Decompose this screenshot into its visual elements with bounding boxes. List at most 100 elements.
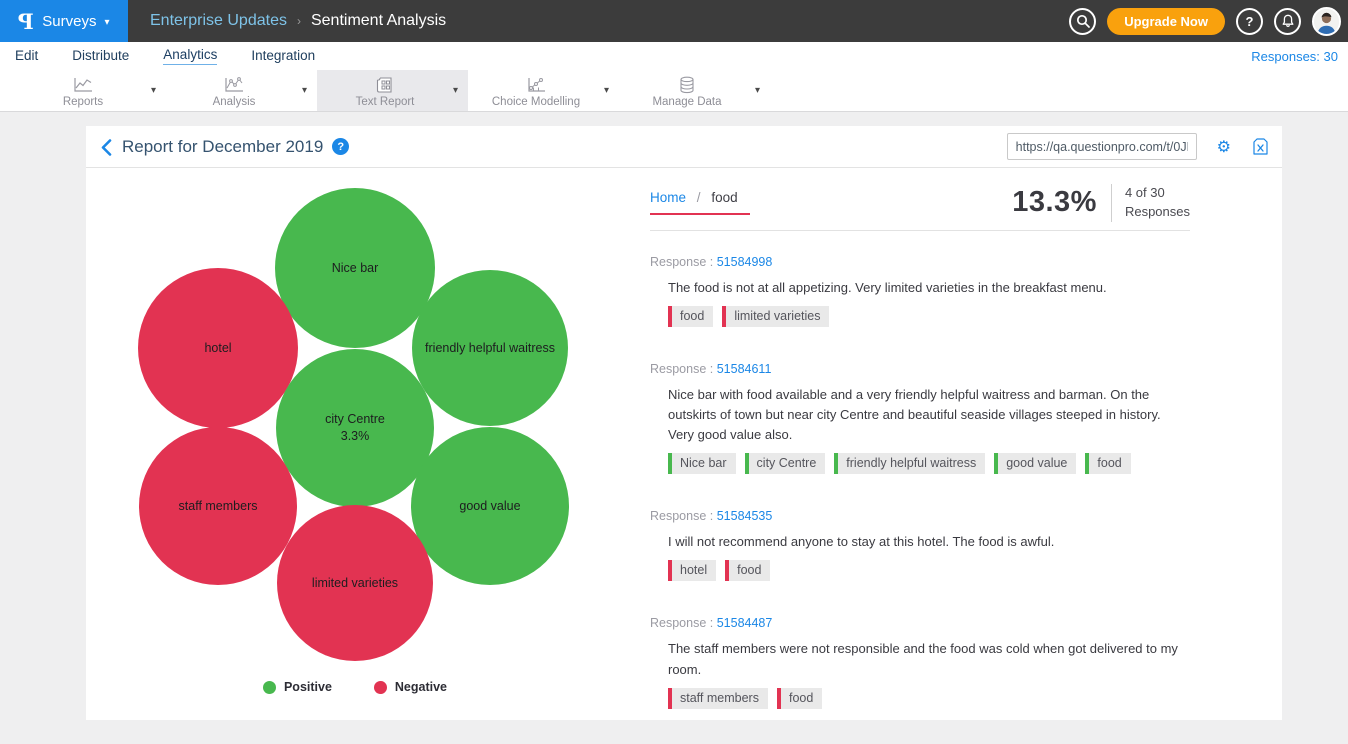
avatar-photo	[1314, 9, 1339, 34]
topic-breadcrumb: Home / food	[650, 190, 750, 215]
toolbar-item-manage-data[interactable]: Manage Data ▾	[619, 70, 770, 111]
legend-item-negative: Negative	[374, 680, 447, 694]
tag-chip-food[interactable]: food	[668, 306, 713, 327]
scatter-chart-icon	[223, 77, 245, 94]
response-item: Response : 51584998 The food is not at al…	[650, 255, 1190, 331]
response-label: Response :	[650, 509, 717, 523]
response-tags: Nice bar city Centre friendly helpful wait…	[668, 453, 1190, 478]
settings-gear-icon[interactable]: ⚙	[1217, 137, 1231, 157]
legend-dot-icon	[374, 681, 387, 694]
bubble-good-value[interactable]: good value	[411, 427, 569, 585]
toolbar-item-reports[interactable]: Reports ▾	[15, 70, 166, 111]
search-icon	[1076, 14, 1090, 28]
survey-nav: Edit Distribute Analytics Integration Re…	[0, 42, 1348, 70]
count-line2: Responses	[1125, 204, 1190, 219]
tag-chip-hotel[interactable]: hotel	[668, 560, 716, 581]
response-id-link[interactable]: 51584998	[717, 255, 773, 269]
bubble-label: good value	[459, 498, 520, 515]
tag-chip-limited-varieties[interactable]: limited varieties	[722, 306, 829, 327]
tag-chip-good-value[interactable]: good value	[994, 453, 1076, 474]
notifications-button[interactable]	[1274, 8, 1301, 35]
response-label: Response :	[650, 255, 717, 269]
responses-count[interactable]: Responses: 30	[1251, 49, 1348, 64]
response-id-link[interactable]: 51584487	[717, 616, 773, 630]
text-report-dropdown-caret-icon[interactable]: ▾	[453, 85, 468, 96]
topbar: P Surveys ▾ Enterprise Updates › Sentime…	[0, 0, 1348, 42]
toolbar-label-analysis: Analysis	[213, 96, 256, 108]
tab-analytics[interactable]: Analytics	[163, 47, 217, 65]
responses-panel: Home / food 13.3% 4 of 30 Responses Resp…	[650, 184, 1190, 744]
tag-chip-food[interactable]: food	[1085, 453, 1130, 474]
topic-breadcrumb-home[interactable]: Home	[650, 190, 686, 205]
tag-chip-staff-members[interactable]: staff members	[668, 688, 768, 709]
report-help-button[interactable]: ?	[332, 138, 349, 155]
report-title: Report for December 2019	[122, 137, 323, 157]
tag-chip-nice-bar[interactable]: Nice bar	[668, 453, 736, 474]
bubble-staff-members[interactable]: staff members	[139, 427, 297, 585]
question-mark-icon: ?	[1246, 14, 1254, 29]
bubble-label: friendly helpful waitress	[425, 340, 555, 357]
tag-chip-friendly-helpful-waitress[interactable]: friendly helpful waitress	[834, 453, 985, 474]
response-text: The food is not at all appetizing. Very …	[668, 278, 1188, 298]
topic-breadcrumb-current: food	[711, 190, 737, 205]
tag-chip-food[interactable]: food	[777, 688, 822, 709]
breadcrumb-current: Sentiment Analysis	[311, 12, 446, 30]
help-button[interactable]: ?	[1236, 8, 1263, 35]
response-header: Response : 51584487	[650, 616, 1190, 630]
reports-dropdown-caret-icon[interactable]: ▾	[151, 85, 166, 96]
bubble-label: limited varieties	[312, 575, 398, 592]
search-button[interactable]	[1069, 8, 1096, 35]
report-header: Report for December 2019 ? ⚙	[86, 126, 1282, 168]
tab-edit[interactable]: Edit	[15, 48, 38, 65]
choice-modelling-dropdown-caret-icon[interactable]: ▾	[604, 85, 619, 96]
bubble-hotel[interactable]: hotel	[138, 268, 298, 428]
legend-item-positive: Positive	[263, 680, 332, 694]
response-label: Response :	[650, 362, 717, 376]
toolbar-label-reports: Reports	[63, 96, 103, 108]
response-header: Response : 51584611	[650, 362, 1190, 376]
export-excel-icon[interactable]	[1253, 138, 1268, 155]
manage-data-dropdown-caret-icon[interactable]: ▾	[755, 85, 770, 96]
response-text: The staff members were not responsible a…	[668, 639, 1188, 679]
response-tags: hotel food	[668, 560, 1190, 585]
chart-legend: Positive Negative	[100, 680, 610, 694]
text-report-icon	[375, 76, 395, 94]
back-button[interactable]	[100, 139, 112, 156]
response-tags: food limited varieties	[668, 306, 1190, 331]
database-icon	[678, 76, 696, 94]
topic-percent: 13.3%	[1012, 186, 1097, 219]
report-card: Report for December 2019 ? ⚙ Nice barhot…	[86, 126, 1282, 720]
bubble-friendly-helpful-waitress[interactable]: friendly helpful waitress	[412, 270, 568, 426]
bubble-label: staff members	[179, 498, 258, 515]
tab-integration[interactable]: Integration	[251, 48, 315, 65]
share-url-input[interactable]	[1007, 133, 1197, 160]
tab-distribute[interactable]: Distribute	[72, 48, 129, 65]
analysis-dropdown-caret-icon[interactable]: ▾	[302, 85, 317, 96]
tag-chip-city-centre[interactable]: city Centre	[745, 453, 826, 474]
topbar-actions: Upgrade Now ?	[1069, 7, 1348, 36]
bell-icon	[1281, 14, 1295, 28]
question-mark-icon: ?	[337, 141, 344, 153]
upgrade-now-button[interactable]: Upgrade Now	[1107, 8, 1225, 35]
user-avatar[interactable]	[1312, 7, 1341, 36]
toolbar-item-analysis[interactable]: Analysis ▾	[166, 70, 317, 111]
response-id-link[interactable]: 51584611	[717, 362, 772, 376]
legend-dot-icon	[263, 681, 276, 694]
toolbar-item-choice-modelling[interactable]: Choice Modelling ▾	[468, 70, 619, 111]
response-id-link[interactable]: 51584535	[717, 509, 773, 523]
count-line1: 4 of 30	[1125, 185, 1165, 200]
chevron-left-icon	[100, 139, 112, 156]
bubble-nice-bar[interactable]: Nice bar	[275, 188, 435, 348]
topic-stats: 13.3% 4 of 30 Responses	[1012, 184, 1190, 222]
questionpro-logo-menu[interactable]: P Surveys ▾	[0, 0, 128, 42]
topic-response-count: 4 of 30 Responses	[1111, 184, 1190, 222]
legend-label: Positive	[284, 680, 332, 694]
breadcrumb-separator-icon: ›	[297, 14, 301, 28]
response-label: Response :	[650, 616, 717, 630]
toolbar-item-text-report[interactable]: Text Report ▾	[317, 70, 468, 111]
breadcrumb-parent[interactable]: Enterprise Updates	[150, 12, 287, 30]
bubble-limited-varieties[interactable]: limited varieties	[277, 505, 433, 661]
tag-chip-food[interactable]: food	[725, 560, 770, 581]
